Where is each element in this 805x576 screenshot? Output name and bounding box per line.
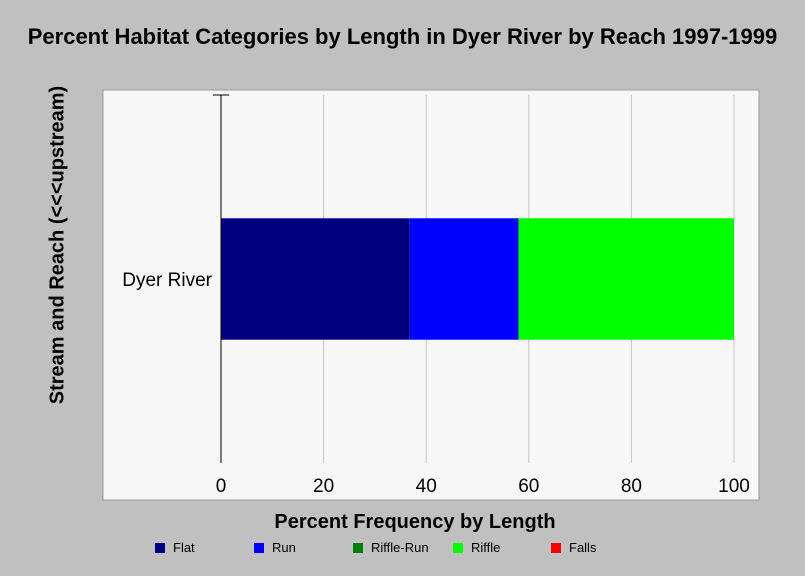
legend-item-riffle-run: Riffle-Run bbox=[353, 541, 429, 555]
x-axis-label: Percent Frequency by Length bbox=[274, 511, 556, 533]
x-tick-label: 60 bbox=[518, 476, 539, 497]
x-tick-label: 40 bbox=[416, 476, 437, 497]
x-tick-label: 20 bbox=[313, 476, 334, 497]
axes bbox=[213, 94, 229, 463]
y-category-label: Dyer River bbox=[122, 270, 212, 291]
legend-swatch bbox=[254, 543, 264, 553]
legend-label: Run bbox=[272, 540, 296, 555]
y-axis-label: Stream and Reach (<<<upstream) bbox=[46, 85, 69, 405]
legend-label: Riffle bbox=[471, 540, 501, 555]
bar-segment-riffle bbox=[518, 218, 734, 340]
legend-label: Flat bbox=[173, 540, 195, 555]
legend-label: Falls bbox=[569, 540, 597, 555]
chart-title: Percent Habitat Categories by Length in … bbox=[27, 24, 778, 49]
legend-swatch bbox=[353, 543, 363, 553]
legend-swatch bbox=[453, 543, 463, 553]
legend-item-falls: Falls bbox=[551, 541, 596, 555]
legend-item-flat: Flat bbox=[155, 541, 195, 555]
bar-segment-run bbox=[409, 218, 519, 340]
legend-item-riffle: Riffle bbox=[453, 541, 500, 555]
x-tick-label: 100 bbox=[718, 476, 750, 497]
tick-labels: 0 20 40 60 80 100 Dyer River bbox=[122, 270, 750, 497]
bar-segment-flat bbox=[221, 218, 410, 340]
bars bbox=[221, 218, 734, 340]
legend: Flat Run Riffle-Run Riffle Falls bbox=[0, 541, 805, 557]
x-tick-label: 80 bbox=[621, 476, 642, 497]
legend-swatch bbox=[551, 543, 561, 553]
legend-item-run: Run bbox=[254, 541, 296, 555]
legend-label: Riffle-Run bbox=[371, 540, 429, 555]
x-tick-label: 0 bbox=[216, 476, 227, 497]
legend-swatch bbox=[155, 543, 165, 553]
